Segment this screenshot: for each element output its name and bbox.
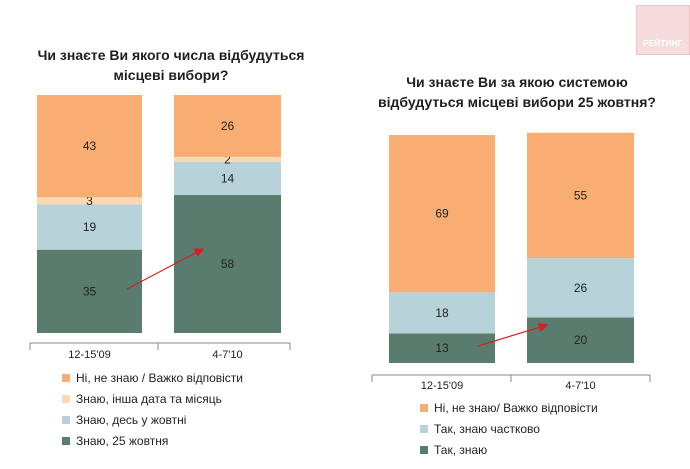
chart-2-x-tick-label-1: 12-15'09	[421, 380, 463, 392]
chart-2-legend-swatch-3	[420, 445, 428, 454]
chart-2-legend-item-2: Так, знаю частково	[420, 418, 598, 439]
chart-1-bar-1-segment-1	[37, 249, 142, 333]
chart-1-legend-swatch-4	[62, 436, 70, 445]
chart-2-bar-2-label-2: 26	[574, 281, 588, 295]
chart-2-bar-2-label-1: 20	[574, 333, 588, 347]
chart-2-trend-arrow	[477, 322, 549, 347]
chart-1-legend-item-3: Знаю, десь у жовтні	[62, 409, 243, 430]
chart-1-legend-item-2: Знаю, інша дата та місяць	[62, 388, 243, 409]
chart-2-bar-2-label-3: 55	[574, 188, 588, 202]
chart-1-title-line-2: місцеві вибори?	[113, 67, 229, 83]
chart-1-legend-swatch-2	[62, 394, 70, 403]
chart-1-bar-2-label-1: 58	[221, 257, 235, 271]
chart-1-x-tick-label-2: 4-7'10	[212, 349, 242, 361]
chart-2-bar-1-segment-1	[389, 333, 495, 363]
chart-1-legend: Ні, не знаю / Важко відповісти Знаю, інша…	[62, 367, 243, 451]
chart-2-legend-item-3: Так, знаю	[420, 439, 598, 460]
chart-2-legend-label-2: Так, знаю частково	[434, 421, 540, 436]
chart-1-legend-label-2: Знаю, інша дата та місяць	[76, 391, 222, 406]
chart-1-legend-item-1: Ні, не знаю / Важко відповісти	[62, 367, 243, 388]
chart-1-bar-2-segment-2	[174, 161, 281, 195]
chart-2-legend-swatch-2	[420, 424, 428, 433]
chart-1-bar-1-label-2: 19	[83, 220, 97, 234]
chart-1-legend-label-1: Ні, не знаю / Важко відповісти	[76, 370, 243, 385]
chart-1-bar-1-segment-3	[37, 197, 142, 205]
chart-2-bar-1-label-3: 69	[435, 207, 449, 221]
chart-1-bar-1-label-3: 3	[86, 194, 93, 208]
chart-2-bar-1-label-2: 18	[435, 306, 449, 320]
rating-logo: РЕЙТИНГ	[636, 5, 690, 55]
chart-1-bar-2-segment-1	[174, 194, 281, 333]
chart-2-bar-2-segment-2	[527, 258, 634, 318]
chart-1-bar-2-label-3: 2	[224, 152, 231, 166]
chart-1-legend-swatch-3	[62, 415, 70, 424]
chart-2-title-line-2: відбудуться місцеві вибори 25 жовтня?	[378, 94, 656, 110]
chart-1-legend-swatch-1	[62, 373, 70, 382]
chart-2-title-line-1: Чи знаєте Ви за якою системою	[406, 74, 628, 90]
chart-1-legend-label-3: Знаю, десь у жовтні	[76, 412, 187, 427]
chart-2-legend-label-1: Ні, не знаю/ Важко відповісти	[434, 400, 598, 415]
chart-1-bar-2-segment-3	[174, 156, 281, 162]
chart-1-title-line-1: Чи знаєте Ви якого числа відбудуться	[37, 47, 305, 63]
chart-2-bar-1-segment-2	[389, 292, 495, 334]
chart-1-trend-arrow	[126, 248, 205, 290]
chart-2-legend: Ні, не знаю/ Важко відповісти Так, знаю ч…	[420, 397, 598, 460]
chart-1-bar-2-label-2: 14	[221, 171, 235, 185]
chart-1-bar-1-segment-4	[37, 95, 142, 198]
chart-2-x-tick-label-2: 4-7'10	[565, 380, 595, 392]
rating-logo-text: РЕЙТИНГ	[643, 39, 683, 48]
chart-1-bar-1-label-1: 35	[83, 284, 97, 298]
chart-1-x-tick-label-1: 12-15'09	[68, 349, 110, 361]
chart-1-title: Чи знаєте Ви якого числа відбудуться міс…	[30, 45, 312, 85]
chart-1-bar-1-segment-2	[37, 204, 142, 250]
chart-2-bar-2-segment-3	[527, 132, 634, 259]
chart-2-title: Чи знаєте Ви за якою системою відбудутьс…	[362, 72, 672, 112]
chart-2-bar-1-segment-3	[389, 135, 495, 293]
chart-2-legend-item-1: Ні, не знаю/ Важко відповісти	[420, 397, 598, 418]
chart-2-bar-1-label-1: 13	[435, 341, 449, 355]
chart-1-bar-2-segment-4	[174, 95, 281, 157]
chart-1-bar-2-label-4: 26	[221, 119, 235, 133]
chart-1-legend-item-4: Знаю, 25 жовтня	[62, 430, 243, 451]
chart-2-legend-swatch-1	[420, 403, 428, 412]
chart-1-legend-label-4: Знаю, 25 жовтня	[76, 433, 169, 448]
chart-2-legend-label-3: Так, знаю	[434, 442, 488, 457]
chart-1-bar-1-label-4: 43	[83, 139, 97, 153]
